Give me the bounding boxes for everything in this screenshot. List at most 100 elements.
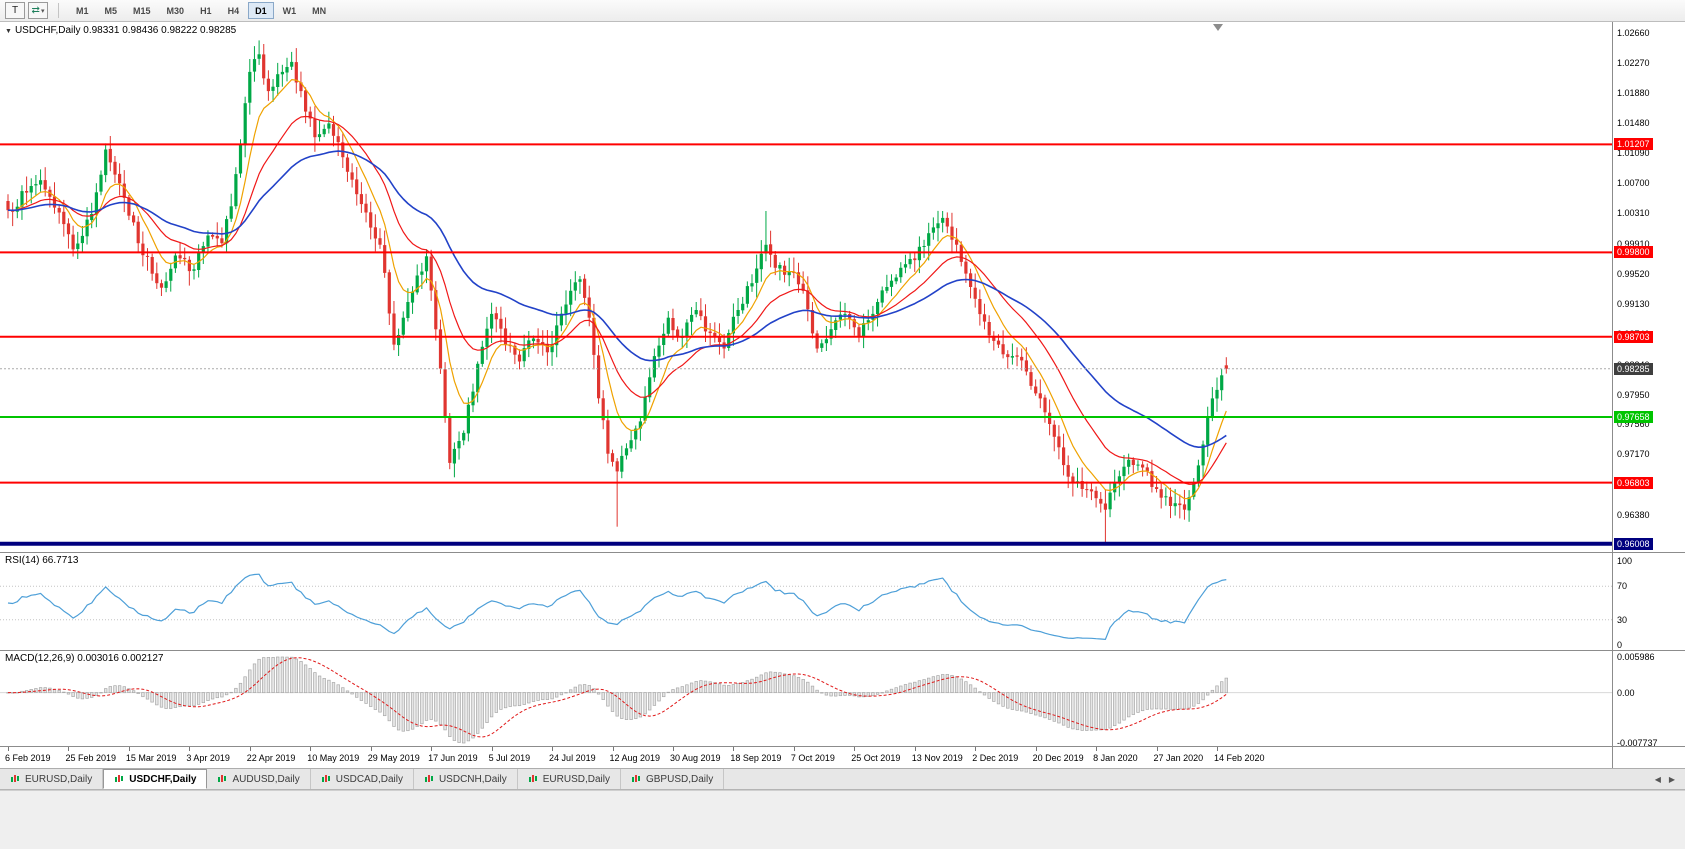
toolbar-separator [58, 3, 59, 18]
chart-tabs: EURUSD,Daily USDCHF,Daily AUDUSD,Daily USDC… [0, 769, 725, 789]
date-axis-label: 8 Jan 2020 [1093, 753, 1138, 763]
price-axis-label: 0.97170 [1617, 449, 1650, 460]
chart-tab-icon [631, 775, 640, 782]
fast-ma [7, 78, 1227, 500]
price-axis-label: 0.96380 [1617, 510, 1650, 521]
candles [6, 40, 1228, 544]
tab-gbpusd-daily[interactable]: GBPUSD,Daily [621, 769, 725, 789]
rsi-axis-label: 0 [1617, 640, 1623, 650]
date-tick [128, 747, 130, 751]
price-axis-label: 1.00310 [1617, 208, 1650, 219]
timeframe-group: M1 M5 M15 M30 H1 H4 D1 W1 MN [69, 2, 333, 19]
date-tick [431, 747, 433, 751]
tab-label: AUDUSD,Daily [232, 773, 300, 785]
date-tick [914, 747, 916, 751]
price-axis-label: 1.02270 [1617, 57, 1650, 68]
slow-ma [7, 150, 1227, 449]
chart-shift-marker[interactable] [1213, 24, 1223, 31]
tab-label: USDCAD,Daily [335, 773, 403, 785]
timeframe-d1-button[interactable]: D1 [248, 2, 274, 19]
macd-panel[interactable]: MACD(12,26,9) 0.003016 0.002127 [0, 651, 1612, 746]
moving-averages [7, 78, 1227, 500]
tab-eurusd-daily[interactable]: EURUSD,Daily [0, 769, 104, 789]
price-axis-label: 0.99520 [1617, 268, 1650, 279]
tab-label: USDCNH,Daily [438, 773, 507, 785]
chart-tab-icon [321, 775, 330, 782]
toolbar: T ⇄ ▾ M1 M5 M15 M30 H1 H4 D1 W1 MN [0, 0, 1685, 22]
candlestick-chart[interactable] [0, 22, 1612, 552]
rsi-plot[interactable] [0, 553, 1612, 650]
chart-tab-bar: EURUSD,Daily USDCHF,Daily AUDUSD,Daily USDC… [0, 768, 1685, 790]
mid-ma [7, 115, 1227, 485]
status-bar [0, 790, 1685, 849]
date-tick [1217, 747, 1218, 751]
tabs-scroll-right-button[interactable]: ▶ [1668, 774, 1675, 784]
macd-axis-label: -0.007737 [1617, 738, 1658, 748]
macd-plot[interactable] [0, 651, 1612, 746]
date-axis-label: 29 May 2019 [367, 753, 420, 763]
date-axis[interactable]: 6 Feb 2019 25 Feb 2019 15 Mar 2019 3 Apr 20… [0, 747, 1685, 768]
date-axis-label: 27 Jan 2020 [1153, 753, 1204, 763]
chart-tab-icon [528, 775, 537, 782]
arrows-icon: ⇄ [31, 5, 40, 16]
date-tick [249, 747, 251, 751]
text-tool-button[interactable]: T [5, 2, 25, 19]
macd-axis-label: 0.005986 [1617, 652, 1655, 662]
price-level-badge: 0.96803 [1614, 476, 1653, 489]
date-axis-label: 2 Dec 2019 [972, 753, 1019, 763]
date-tick [552, 747, 554, 751]
date-axis-label: 20 Dec 2019 [1032, 753, 1084, 763]
timeframe-m15-button[interactable]: M15 [126, 2, 158, 19]
timeframe-m5-button[interactable]: M5 [98, 2, 125, 19]
support-resistance-lines [0, 143, 1612, 546]
tabs-scroll-left-button[interactable]: ◀ [1654, 774, 1661, 784]
rsi-line [7, 573, 1227, 641]
date-tick [189, 747, 191, 751]
pointer-tool-button[interactable]: ⇄ ▾ [28, 2, 48, 19]
panel-divider[interactable] [0, 650, 1685, 651]
date-tick [491, 747, 493, 751]
chart-header: ▼ USDCHF,Daily 0.98331 0.98436 0.98222 0.… [5, 25, 236, 36]
tab-audusd-daily[interactable]: AUDUSD,Daily [207, 769, 311, 789]
tab-usdcnh-daily[interactable]: USDCNH,Daily [414, 769, 518, 789]
chart-tab-icon [11, 775, 19, 782]
tab-eurusd-daily[interactable]: EURUSD,Daily [518, 769, 621, 789]
timeframe-w1-button[interactable]: W1 [276, 2, 304, 19]
price-axis-label: 1.00700 [1617, 178, 1650, 189]
date-axis-label: 13 Nov 2019 [911, 753, 963, 763]
rsi-panel[interactable]: RSI(14) 66.7713 [0, 553, 1612, 650]
chart-tab-icon [218, 775, 227, 782]
date-tick [793, 747, 795, 751]
panel-divider[interactable] [0, 552, 1685, 553]
tab-navigation: ◀ ▶ [1645, 769, 1685, 789]
tab-usdchf-daily[interactable]: USDCHF,Daily [103, 769, 208, 789]
rsi-axis-label: 100 [1617, 556, 1633, 566]
price-axis-label: 0.99910 [1617, 238, 1650, 249]
date-tick [975, 747, 977, 751]
tab-label: EURUSD,Daily [25, 773, 93, 785]
date-axis-label: 22 Apr 2019 [246, 753, 296, 763]
tab-label: GBPUSD,Daily [645, 773, 714, 785]
price-axis-label: 0.97560 [1617, 419, 1650, 430]
timeframe-m30-button[interactable]: M30 [160, 2, 192, 19]
timeframe-h1-button[interactable]: H1 [193, 2, 219, 19]
timeframe-mn-button[interactable]: MN [305, 2, 333, 19]
date-tick [733, 747, 735, 751]
price-axis[interactable]: 1.02660 1.02270 1.01880 1.01480 1.01090 1.007… [1612, 22, 1685, 748]
date-axis-label: 24 Jul 2019 [549, 753, 596, 763]
tab-label: EURUSD,Daily [542, 773, 610, 785]
price-level-badge: 0.98703 [1614, 330, 1653, 343]
price-axis-label: 1.02660 [1617, 27, 1650, 38]
tab-usdcad-daily[interactable]: USDCAD,Daily [311, 769, 414, 789]
chart-title-ohlc: USDCHF,Daily 0.98331 0.98436 0.98222 0.9… [14, 25, 237, 36]
date-tick [8, 747, 9, 751]
timeframe-h4-button[interactable]: H4 [221, 2, 247, 19]
rsi-label: RSI(14) 66.7713 [5, 555, 79, 566]
macd-label: MACD(12,26,9) 0.003016 0.002127 [5, 653, 164, 664]
date-tick [1096, 747, 1098, 751]
price-chart-panel[interactable]: ▼ USDCHF,Daily 0.98331 0.98436 0.98222 0.… [0, 22, 1612, 552]
date-tick [1035, 747, 1037, 751]
timeframe-m1-button[interactable]: M1 [69, 2, 96, 19]
date-axis-label: 12 Aug 2019 [609, 753, 661, 763]
